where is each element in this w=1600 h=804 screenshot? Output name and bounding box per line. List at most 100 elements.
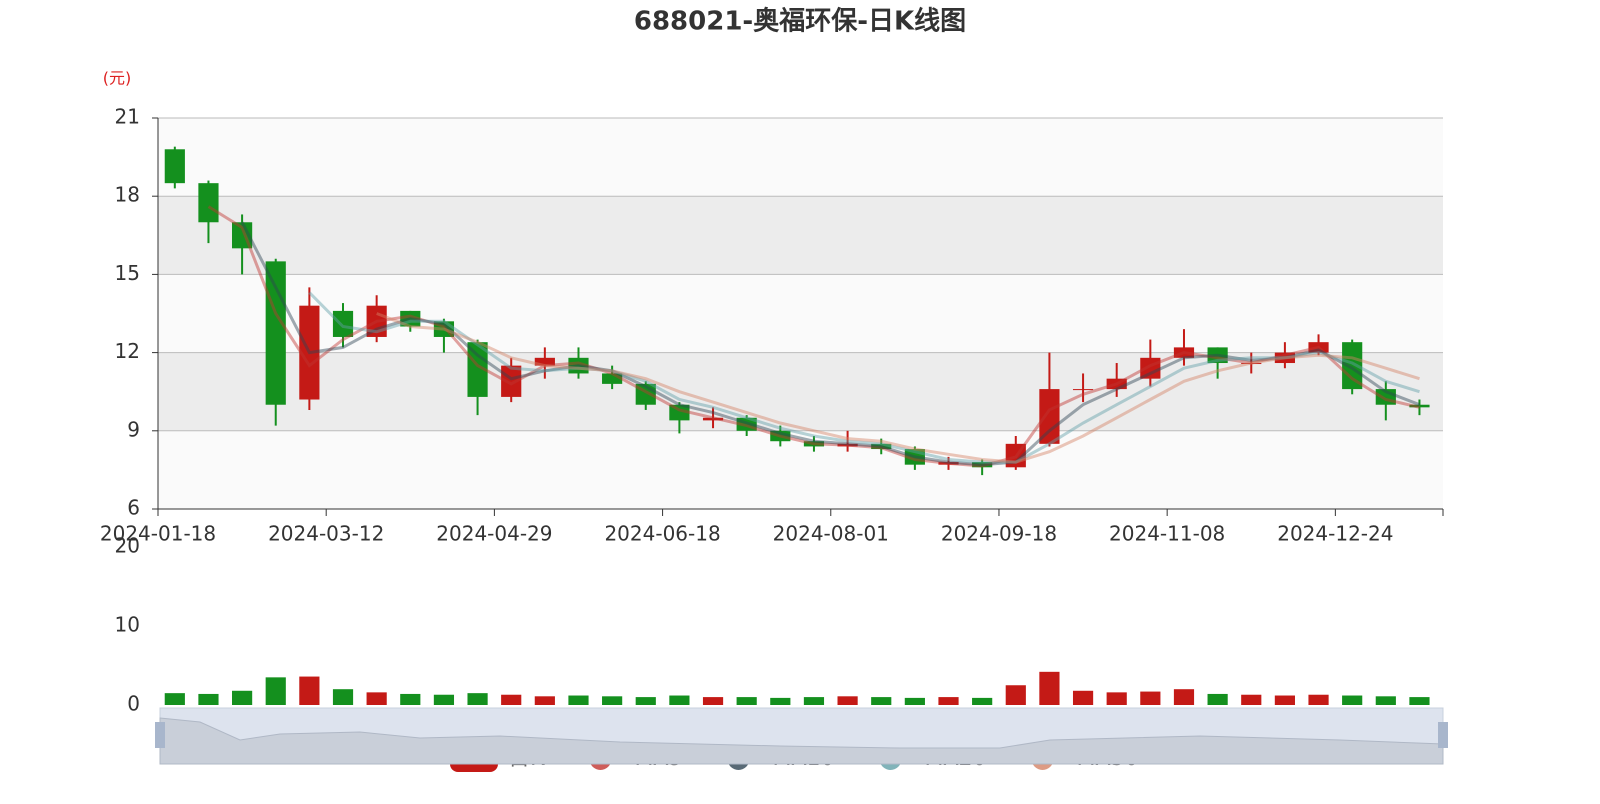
volume-bar [198,693,219,705]
volume-bar [568,695,589,705]
volume-bar [433,694,455,705]
y-tick-label: 18 [115,183,140,207]
candle-body [904,449,925,465]
x-tick-label: 2024-09-18 [941,522,1057,546]
candle-body [534,357,555,366]
volume-bar [602,696,623,705]
zoom-handle[interactable] [1438,722,1448,748]
volume-bar [669,695,690,705]
candle-body [467,342,488,397]
zoom-handle[interactable] [155,722,165,748]
y-tick-label: 6 [127,496,140,520]
candle-body [1140,357,1161,379]
volume-bar [232,690,253,705]
ma-line [207,205,1420,468]
x-tick-label: 2024-01-18 [100,522,216,546]
candle-body [366,305,387,337]
volume-bar [736,697,757,705]
ma-line [308,291,1420,464]
y-tick-label: 9 [127,417,140,441]
candle-body [232,222,253,249]
volume-bar [366,692,387,705]
volume-bar [501,694,522,705]
candle-body [400,310,421,327]
candle-body [1173,347,1195,358]
candle-body [938,462,959,465]
data-zoom[interactable] [155,707,1448,765]
x-tick-label: 2024-04-29 [436,522,552,546]
volume-bar [1106,692,1127,705]
volume-tick-label: 0 [127,692,140,716]
candle-body [871,443,892,450]
volume-bar [1173,689,1195,705]
candle-body [1106,378,1127,390]
ma-line [376,312,1420,464]
candle-body [265,261,286,405]
candle-body [332,310,354,337]
ma-line [240,221,1421,467]
candle-body [669,404,690,421]
candle-body [1409,404,1430,408]
volume-bar [1072,690,1094,705]
candle-body [1308,342,1329,353]
chart-title: 688021-奥福环保-日K线图 [634,6,966,37]
grid-band [158,352,1443,431]
candle-body [198,183,219,223]
volume-tick-label: 20 [115,534,140,558]
x-tick-label: 2024-11-08 [1109,522,1225,546]
candle-body [1039,389,1060,444]
candle-body [770,430,791,442]
volume-bar [534,696,555,705]
candle-body [972,462,993,468]
volume-bar [164,693,185,705]
x-tick-label: 2024-08-01 [773,522,889,546]
volume-bar [1409,697,1430,705]
candle-body [1241,363,1262,365]
grid-band [158,118,1443,197]
volume-bar [1375,696,1396,705]
candle-body [837,443,858,447]
volume-bar [1241,694,1262,705]
y-tick-label: 12 [115,339,140,363]
candle-body [635,383,656,405]
y-tick-label: 15 [115,261,140,285]
volume-bar [265,677,286,705]
x-tick-label: 2024-03-12 [268,522,384,546]
volume-bar [1039,671,1060,705]
candle-body [1072,389,1094,391]
volume-bar [1005,685,1026,705]
volume-bar [938,697,959,705]
candle-body [736,417,757,431]
volume-bar [635,697,656,705]
volume-bar [871,697,892,705]
volume-bar [702,697,724,705]
volume-bar [1207,693,1228,705]
volume-bar [400,693,421,705]
volume-bar [972,697,993,705]
candle-body [568,357,589,374]
volume-bar [1342,695,1363,705]
grid-band [158,196,1443,275]
volume-bar [332,689,354,705]
candle-body [702,417,724,421]
volume-bar [904,697,925,705]
candle-body [602,373,623,384]
volume-bar [1308,694,1329,705]
x-tick-label: 2024-12-24 [1277,522,1393,546]
volume-bar [467,693,488,705]
volume-bar [803,697,825,705]
candle-body [299,305,320,400]
candle-body [1005,443,1026,468]
candle-body [1342,342,1363,390]
grid-band [158,430,1443,509]
volume-bar [837,696,858,705]
x-tick-label: 2024-06-18 [604,522,720,546]
candle-body [1375,389,1396,405]
candle-body [501,365,522,397]
volume-bar [1140,691,1161,705]
y-unit: (元) [103,69,132,88]
volume-tick-label: 10 [115,613,140,637]
candle-body [164,149,185,184]
candle-body [1207,347,1228,364]
